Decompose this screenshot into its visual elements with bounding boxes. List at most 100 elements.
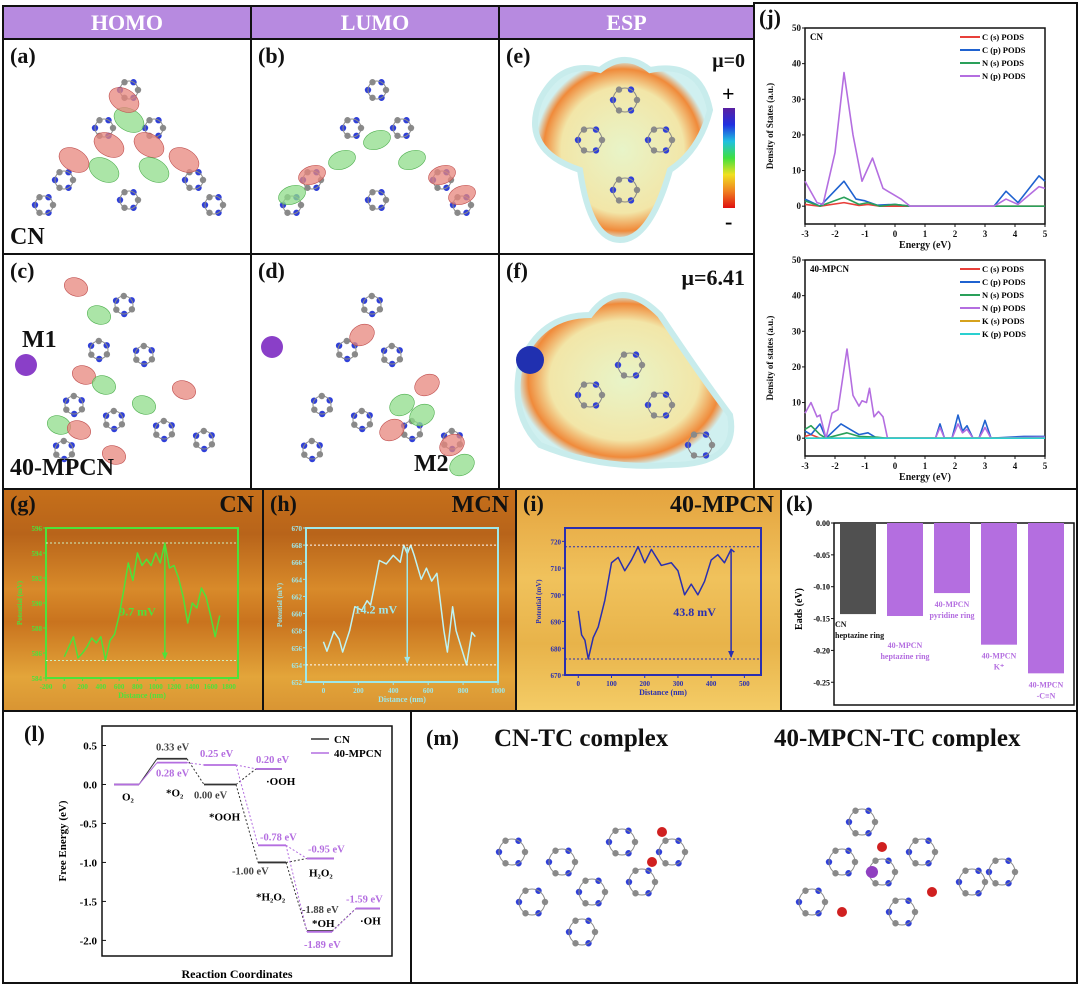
mpcn-energy-label: 0.20 eV (256, 755, 290, 766)
legend-label: C (s) PODS (982, 32, 1024, 42)
y-tick-label: 652 (292, 679, 303, 687)
x-axis-label: Distance (nm) (378, 695, 426, 704)
series-line-n-p-pods (804, 348, 1046, 439)
x-tick-label: 600 (114, 683, 125, 691)
legend-label: C (p) PODS (982, 45, 1026, 55)
panel-l: 0.5 0.0 -0.5 -1.0 -1.5 -2.0 Free Energy (eV) Re… (2, 710, 412, 984)
panel-label: (j) (759, 5, 781, 30)
state-label: ·OOH (266, 776, 296, 788)
esp-color-scale (723, 108, 735, 208)
panel-g: -200 0 200 400 600 800 1000 1200 1400 1600 1800 584… (2, 488, 264, 712)
arrow-head (728, 650, 735, 658)
bond-ring (617, 352, 643, 378)
orbital-lobe-negative (439, 433, 465, 457)
esp-cn-map (532, 57, 714, 244)
panel-label: (a) (10, 43, 36, 68)
y-tick-label: 40 (792, 291, 802, 301)
site-label: M2 (414, 451, 449, 477)
x-tick-label: 1 (923, 229, 928, 239)
lumo-40mpcn-orbital (261, 292, 475, 477)
sample-label: 40-MPCN (10, 455, 114, 481)
oxygen-atom (837, 907, 847, 917)
chart-title: 40-MPCN (810, 264, 849, 274)
bond-ring (367, 80, 387, 100)
x-tick-label: -200 (40, 683, 53, 691)
bond-ring (578, 878, 606, 906)
y-tick-label: 10 (792, 166, 802, 176)
state-label: ·OH (360, 915, 381, 927)
orbital-lobe-negative (133, 132, 165, 158)
y-tick-label: 50 (792, 255, 802, 265)
panel-label: (d) (258, 258, 285, 283)
x-tick-label: 500 (739, 680, 750, 688)
x-tick-label: 300 (673, 680, 684, 688)
x-tick-label: 200 (77, 683, 88, 691)
panel-label: (c) (10, 258, 35, 283)
x-tick-label: 2 (953, 229, 958, 239)
potassium-site (516, 346, 544, 374)
legend-label: N (p) PODS (982, 303, 1026, 313)
connector (331, 908, 357, 933)
panel-label: (f) (506, 258, 528, 283)
orbital-lobe-positive (87, 305, 111, 325)
y-tick-label: 0 (797, 201, 802, 211)
y-tick-label: 0 (797, 433, 802, 443)
connector (285, 844, 308, 859)
arrow-head (404, 656, 411, 664)
connector (285, 858, 308, 863)
x-tick-label: -2 (831, 229, 839, 239)
mpcn-energy-label: -0.95 eV (308, 845, 345, 856)
y-tick-label: 594 (32, 550, 43, 558)
bond-ring (577, 127, 603, 153)
mpcn-energy-label: -1.89 eV (304, 940, 341, 951)
x-tick-label: -3 (801, 461, 809, 471)
potassium-atom (866, 866, 878, 878)
y-tick-label: 30 (792, 326, 802, 336)
bond-ring (612, 177, 638, 203)
bar-3 (981, 523, 1017, 645)
orbital-lobe-positive (409, 403, 435, 427)
panel-label: (k) (786, 491, 813, 516)
kpfm-40mpcn-profile: 0 100 200 300 400 500 670 680 690 700 710 720 Distan… (535, 527, 762, 697)
orbital-lobe-positive (449, 453, 475, 477)
orbital-lobe-negative (414, 373, 440, 397)
panel-label: (b) (258, 43, 285, 68)
x-tick-label: 600 (423, 687, 434, 695)
tc-complex-structures (495, 807, 1019, 947)
y-tick-label: 656 (292, 645, 303, 653)
x-tick-label: 3 (983, 229, 988, 239)
bond-ring (687, 432, 713, 458)
series-line-n-p-pods (804, 71, 1046, 207)
orbital-lobe-negative (349, 323, 375, 347)
esp-surface (532, 57, 714, 244)
x-tick-label: -2 (831, 461, 839, 471)
y-tick-label: 590 (32, 600, 43, 608)
x-tick-label: 200 (353, 687, 364, 695)
y-axis-label: Eads (eV) (794, 588, 805, 630)
orbital-lobe-negative (67, 420, 91, 440)
legend-label: CN (334, 734, 350, 746)
orbital-lobe-positive (138, 157, 170, 183)
connector (186, 758, 205, 785)
bar-label: 40-MPCN (982, 652, 1017, 661)
header-lumo: LUMO (250, 5, 500, 40)
bond-ring (114, 295, 134, 315)
x-axis-label: Energy (eV) (899, 472, 951, 483)
x-tick-label: 1800 (222, 683, 237, 691)
bond-ring (119, 190, 139, 210)
x-tick-label: -1 (861, 461, 869, 471)
plot-frame (564, 527, 762, 676)
y-axis-label: Density of States (a.u.) (765, 83, 775, 169)
x-tick-label: 400 (706, 680, 717, 688)
y-axis-label: Density of states (a.u.) (765, 316, 775, 401)
homo-cn-orbital (31, 79, 227, 216)
y-tick-label: 700 (551, 592, 562, 600)
x-tick-label: 1 (923, 461, 928, 471)
bond-ring (54, 440, 74, 460)
bar-0 (840, 523, 876, 615)
x-tick-label: 5 (1043, 461, 1048, 471)
arrow-head (161, 652, 168, 660)
scale-minus: - (725, 209, 733, 234)
state-label: *H₂O₂ (256, 891, 286, 903)
